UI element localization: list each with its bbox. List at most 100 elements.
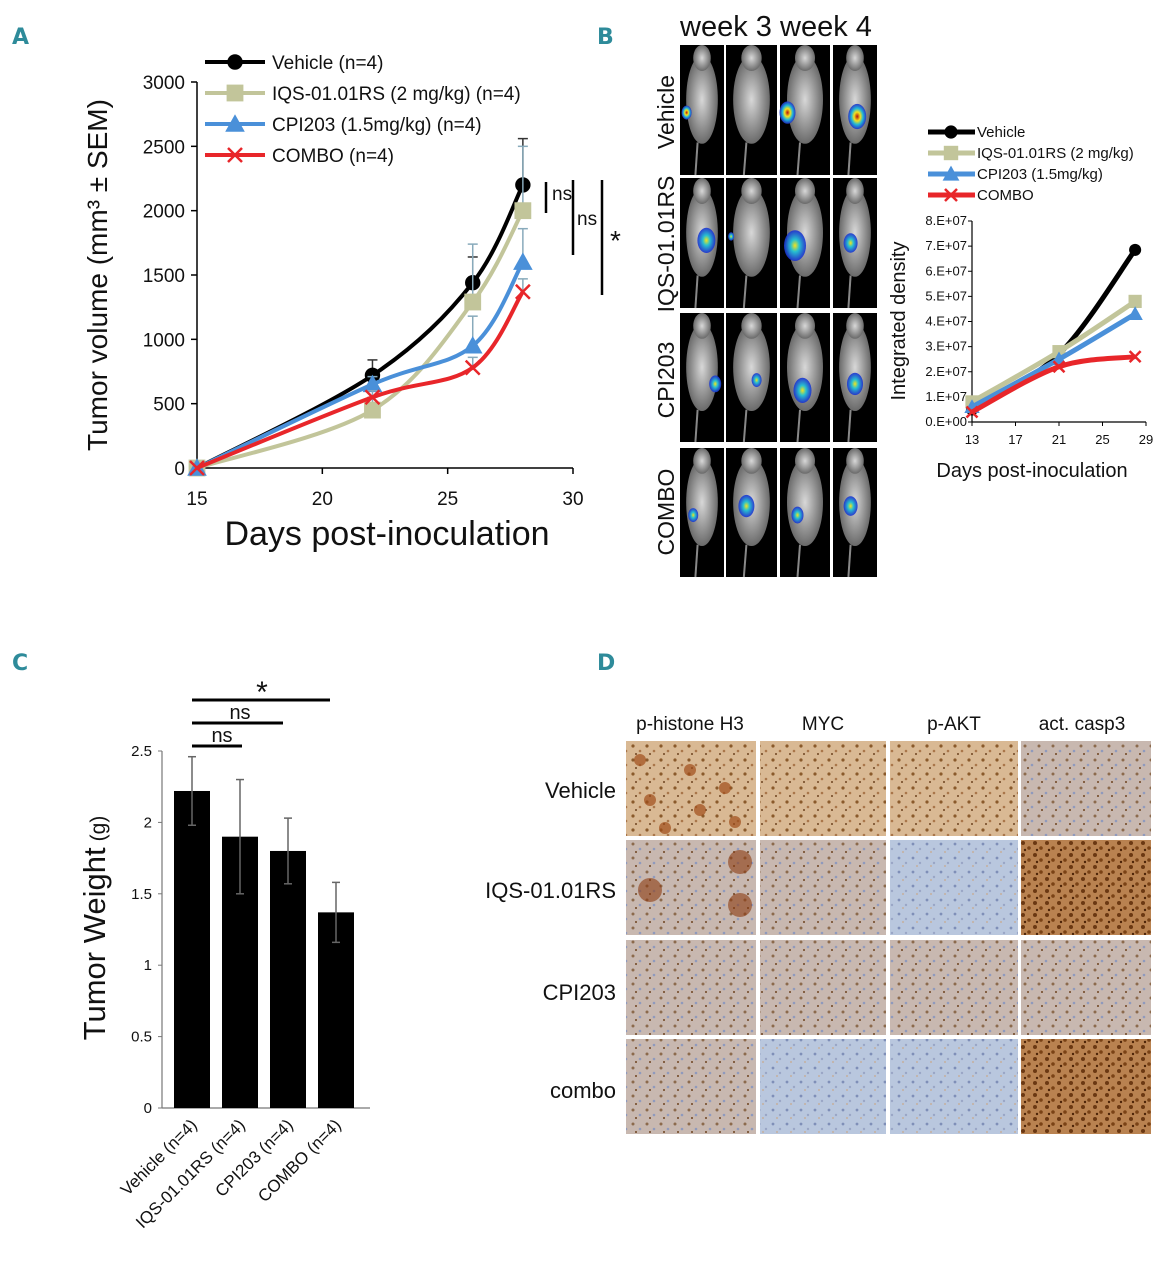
chart-a-ticks: 0 500 1000 1500 2000 2500 3000 15 20 25 30 <box>143 73 584 510</box>
luminescence-signal <box>751 373 762 388</box>
chart-b-ticks: 0.E+00 1.E+07 2.E+07 3.E+07 4.E+07 5.E+07 6.E+… <box>925 213 1153 447</box>
mouse-tail <box>742 544 748 578</box>
mouse-head <box>846 45 864 71</box>
ihc-image-cell <box>760 1039 886 1134</box>
mouse-head <box>795 178 815 204</box>
chart-a-ytick-label: 500 <box>153 395 185 416</box>
mouse-tail <box>742 142 748 176</box>
legend-b-label-iqs: IQS-01.01RS (2 mg/kg) <box>977 145 1134 162</box>
ihc-row-labels: Vehicle IQS-01.01RS CPI203 combo <box>485 778 616 1103</box>
stained-nucleus <box>684 764 696 776</box>
mouse-body <box>686 55 718 144</box>
mouse-tail <box>847 275 852 309</box>
ihc-column-header: act. casp3 <box>1039 714 1126 735</box>
chart-b-ytick-label: 6.E+07 <box>925 263 967 278</box>
bar <box>318 912 354 1108</box>
chart-b-ytick-label: 5.E+07 <box>925 288 967 303</box>
mouse-body <box>733 55 770 144</box>
bli-row-combo: COMBO <box>653 469 679 556</box>
chart-b-ytick-label: 0.E+00 <box>925 414 967 429</box>
chart-a-xlabel: Days post-inoculation <box>224 515 549 553</box>
ihc-image-cell <box>890 840 1018 935</box>
legend-b-label-cpi: CPI203 (1.5mg/kg) <box>977 166 1103 183</box>
stained-nucleus <box>729 816 741 828</box>
chart-c-ylabel: Tumor Weight (g) <box>77 816 112 1041</box>
luminescence-signal <box>779 101 796 124</box>
chart-a-ytick-label: 1500 <box>143 266 185 287</box>
data-point-cpi <box>513 252 533 270</box>
luminescence-signal <box>728 232 735 241</box>
ihc-row-label: Vehicle <box>545 778 616 803</box>
mouse-body <box>733 188 770 277</box>
chart-b: 0.E+00 1.E+07 2.E+07 3.E+07 4.E+07 5.E+07 6.E+… <box>888 124 1153 482</box>
legend-marker-iqs <box>226 84 244 102</box>
bli-row-vehicle: Vehicle <box>653 75 679 149</box>
ihc-image-cell <box>890 940 1018 1035</box>
chart-b-xtick-label: 21 <box>1052 432 1066 447</box>
chart-b-ytick-label: 2.E+07 <box>925 364 967 379</box>
sig-label-ns-c1: ns <box>229 702 250 724</box>
ihc-row-label: combo <box>550 1078 616 1103</box>
mouse-head <box>795 313 815 339</box>
chart-a-xtick-label: 30 <box>562 489 583 510</box>
chart-b-axes <box>968 220 1147 426</box>
legend-label-cpi: CPI203 (1.5mg/kg) (n=4) <box>272 115 482 136</box>
mouse-tail <box>796 275 801 309</box>
luminescence-signal <box>843 233 858 253</box>
stained-nucleus <box>634 754 646 766</box>
stained-nucleus <box>644 794 656 806</box>
mouse-tail <box>742 409 748 443</box>
ihc-image-cell <box>890 1039 1018 1134</box>
mouse-head <box>741 448 762 474</box>
mouse-head <box>795 448 815 474</box>
mouse-body <box>839 188 871 277</box>
chart-a-legend: Vehicle (n=4) IQS-01.01RS (2 mg/kg) (n=4)… <box>205 53 521 167</box>
stained-cluster <box>728 893 752 917</box>
data-point-b-combo <box>1052 360 1066 374</box>
data-point-b-combo <box>1128 350 1142 364</box>
mouse-head <box>693 45 711 71</box>
luminescence-signal <box>688 508 699 523</box>
series-line-vehicle <box>196 184 525 470</box>
mouse-tail <box>847 409 852 443</box>
chart-b-legend: Vehicle IQS-01.01RS (2 mg/kg) CPI203 (1.5m… <box>928 124 1134 204</box>
luminescence-signal <box>738 494 755 518</box>
chart-c-ytick-label: 2 <box>144 814 152 831</box>
chart-a-ytick-label: 2500 <box>143 137 185 158</box>
ihc-row-label: CPI203 <box>543 980 616 1005</box>
series-line-combo <box>196 290 525 470</box>
data-point-iqs <box>464 293 482 311</box>
chart-b-ytick-label: 3.E+07 <box>925 339 967 354</box>
ihc-image-cell <box>760 940 886 1035</box>
mouse-body <box>839 323 871 412</box>
chart-c-ytick-label: 0.5 <box>131 1029 152 1046</box>
data-point-iqs <box>514 202 532 220</box>
mouse-tail <box>847 544 852 578</box>
mouse-head <box>741 45 762 71</box>
mouse-body <box>787 458 823 547</box>
ihc-cells <box>626 741 1151 1134</box>
mouse-tail <box>694 544 699 578</box>
chart-a-ytick-label: 1000 <box>143 330 185 351</box>
data-point-combo <box>514 283 531 300</box>
legend-label-iqs: IQS-01.01RS (2 mg/kg) (n=4) <box>272 84 521 105</box>
stained-cluster <box>638 878 662 902</box>
chart-b-xtick-label: 13 <box>965 432 979 447</box>
bli-row-cpi: CPI203 <box>653 342 679 419</box>
chart-a-ytick-label: 3000 <box>143 73 185 94</box>
chart-c-ytick-label: 1 <box>144 957 152 974</box>
mouse-tail <box>694 275 699 309</box>
ihc-image-cell <box>760 741 886 836</box>
chart-c-ticks: 0 0.5 1 1.5 2 2.5 <box>131 743 152 1117</box>
data-point-b-vehicle <box>1129 243 1142 256</box>
chart-a-ytick-label: 0 <box>174 459 185 480</box>
mouse-tail <box>694 409 699 443</box>
legend-b-marker-iqs <box>943 145 959 161</box>
legend-label-combo: COMBO (n=4) <box>272 146 394 167</box>
ihc-image-cell <box>1021 840 1151 935</box>
mouse-tail <box>796 142 801 176</box>
chart-b-xtick-label: 25 <box>1095 432 1109 447</box>
chart-b-ylabel: Integrated density <box>888 242 910 401</box>
data-point-iqs <box>364 401 381 419</box>
legend-marker-cpi <box>225 114 245 132</box>
